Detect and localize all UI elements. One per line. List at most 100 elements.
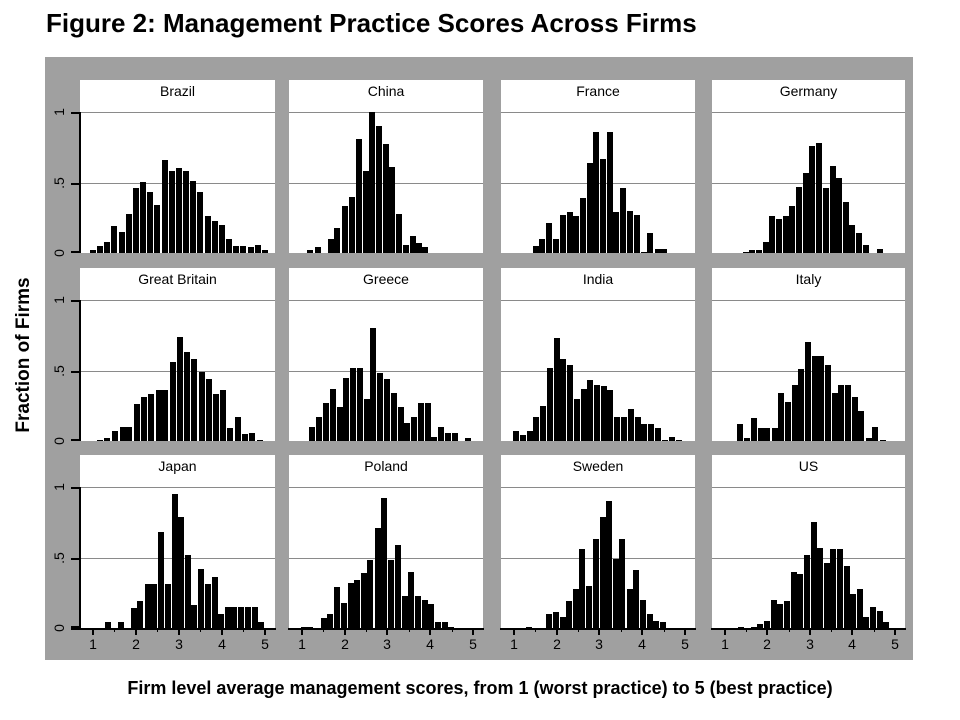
y-tick-label: 1	[51, 296, 67, 304]
x-tick-label: 1	[510, 636, 518, 652]
x-tick	[264, 628, 266, 635]
histogram-bar	[141, 397, 147, 441]
histogram-bar	[422, 247, 428, 253]
histogram-bar	[613, 212, 619, 253]
histogram-bar	[205, 584, 211, 628]
country-panel-sweden: Sweden 1 2 3 4 5	[500, 455, 696, 652]
y-tick-label: 0	[51, 624, 67, 632]
histogram-bar	[162, 390, 168, 441]
histogram-bar	[384, 379, 390, 441]
histogram-bar	[573, 589, 579, 628]
histogram-bar	[375, 528, 381, 628]
histogram-bar	[334, 587, 340, 628]
histogram-bar	[614, 417, 620, 441]
histogram-bar	[227, 428, 233, 441]
x-tick-label: 4	[848, 636, 856, 652]
histogram-bar	[737, 424, 743, 441]
histogram-bar	[836, 178, 842, 253]
country-panel-us: US 1 2 3 4 5	[711, 455, 906, 652]
histogram-bar	[422, 600, 428, 628]
histogram-bar	[170, 362, 176, 441]
gridline-0.5	[289, 371, 483, 372]
histogram-bar	[587, 163, 593, 253]
x-tick-label: 3	[595, 636, 603, 652]
country-panel-italy: Italy	[712, 268, 905, 441]
histogram-bar	[137, 601, 143, 628]
histogram-bar	[744, 438, 750, 441]
histogram-bar	[669, 437, 675, 441]
histogram-bar	[120, 427, 126, 441]
y-axis-line	[79, 487, 81, 628]
histogram-bar	[661, 249, 667, 253]
y-tick	[71, 251, 79, 253]
histogram-bar	[190, 181, 196, 253]
histogram-bar	[315, 247, 321, 253]
histogram-bar	[824, 563, 830, 628]
histogram-bar	[655, 249, 661, 253]
histogram-bar	[655, 428, 661, 441]
histogram-bar	[627, 589, 633, 628]
histogram-bar	[758, 428, 764, 441]
histogram-bar	[825, 365, 831, 441]
x-minor-tick	[323, 628, 324, 632]
histogram-bar	[435, 622, 441, 628]
histogram-bar	[356, 139, 362, 253]
histogram-bar	[169, 171, 175, 253]
histogram-bar	[621, 417, 627, 441]
plot-area	[712, 300, 905, 441]
histogram-bar	[554, 338, 560, 441]
histogram-bar	[567, 212, 573, 253]
histogram-bar	[540, 406, 546, 441]
x-minor-tick	[535, 628, 536, 632]
histogram-bar	[307, 627, 313, 628]
histogram-bar	[411, 417, 417, 441]
histogram-bar	[560, 359, 566, 441]
histogram-bar	[342, 206, 348, 253]
histogram-bar	[764, 621, 770, 628]
histogram-bar	[97, 440, 103, 441]
histogram-bar	[105, 622, 111, 628]
histogram-bar	[877, 249, 883, 253]
x-tick-label: 5	[469, 636, 477, 652]
gridline-1	[712, 112, 905, 113]
histogram-bar	[199, 372, 205, 441]
y-tick	[71, 626, 79, 628]
histogram-bar	[252, 607, 258, 628]
histogram-bar	[183, 171, 189, 253]
histogram-bar	[134, 404, 140, 441]
histogram-bar	[255, 245, 261, 253]
histogram-bar	[872, 427, 878, 441]
histogram-bar	[823, 188, 829, 253]
histogram-bar	[309, 427, 315, 441]
histogram-bar	[391, 393, 397, 441]
histogram-bar	[341, 603, 347, 628]
plot-area	[289, 300, 483, 441]
histogram-bar	[634, 215, 640, 253]
gridline-1	[289, 487, 483, 488]
histogram-bar	[369, 112, 375, 253]
histogram-bar	[395, 545, 401, 628]
histogram-bar	[539, 239, 545, 253]
histogram-bar	[546, 223, 552, 253]
panel-title: Poland	[364, 458, 408, 474]
gridline-1	[289, 300, 483, 301]
histogram-bar	[593, 132, 599, 253]
histogram-bar	[830, 549, 836, 628]
histogram-bar	[416, 243, 422, 253]
histogram-bar	[452, 433, 458, 441]
histogram-bar	[377, 373, 383, 441]
histogram-bar	[226, 239, 232, 253]
histogram-bar	[425, 403, 431, 441]
histogram-bar	[600, 517, 606, 628]
x-tick	[344, 628, 346, 635]
histogram-bar	[389, 167, 395, 253]
y-axis-title: Fraction of Firms	[13, 277, 34, 433]
country-panel-greece: Greece	[289, 268, 483, 441]
histogram-bar	[553, 239, 559, 253]
plot-area	[501, 487, 695, 628]
histogram-bar	[594, 385, 600, 441]
plot-area	[289, 112, 483, 253]
histogram-bar	[403, 245, 409, 253]
histogram-bar	[520, 435, 526, 441]
histogram-bar	[635, 417, 641, 441]
